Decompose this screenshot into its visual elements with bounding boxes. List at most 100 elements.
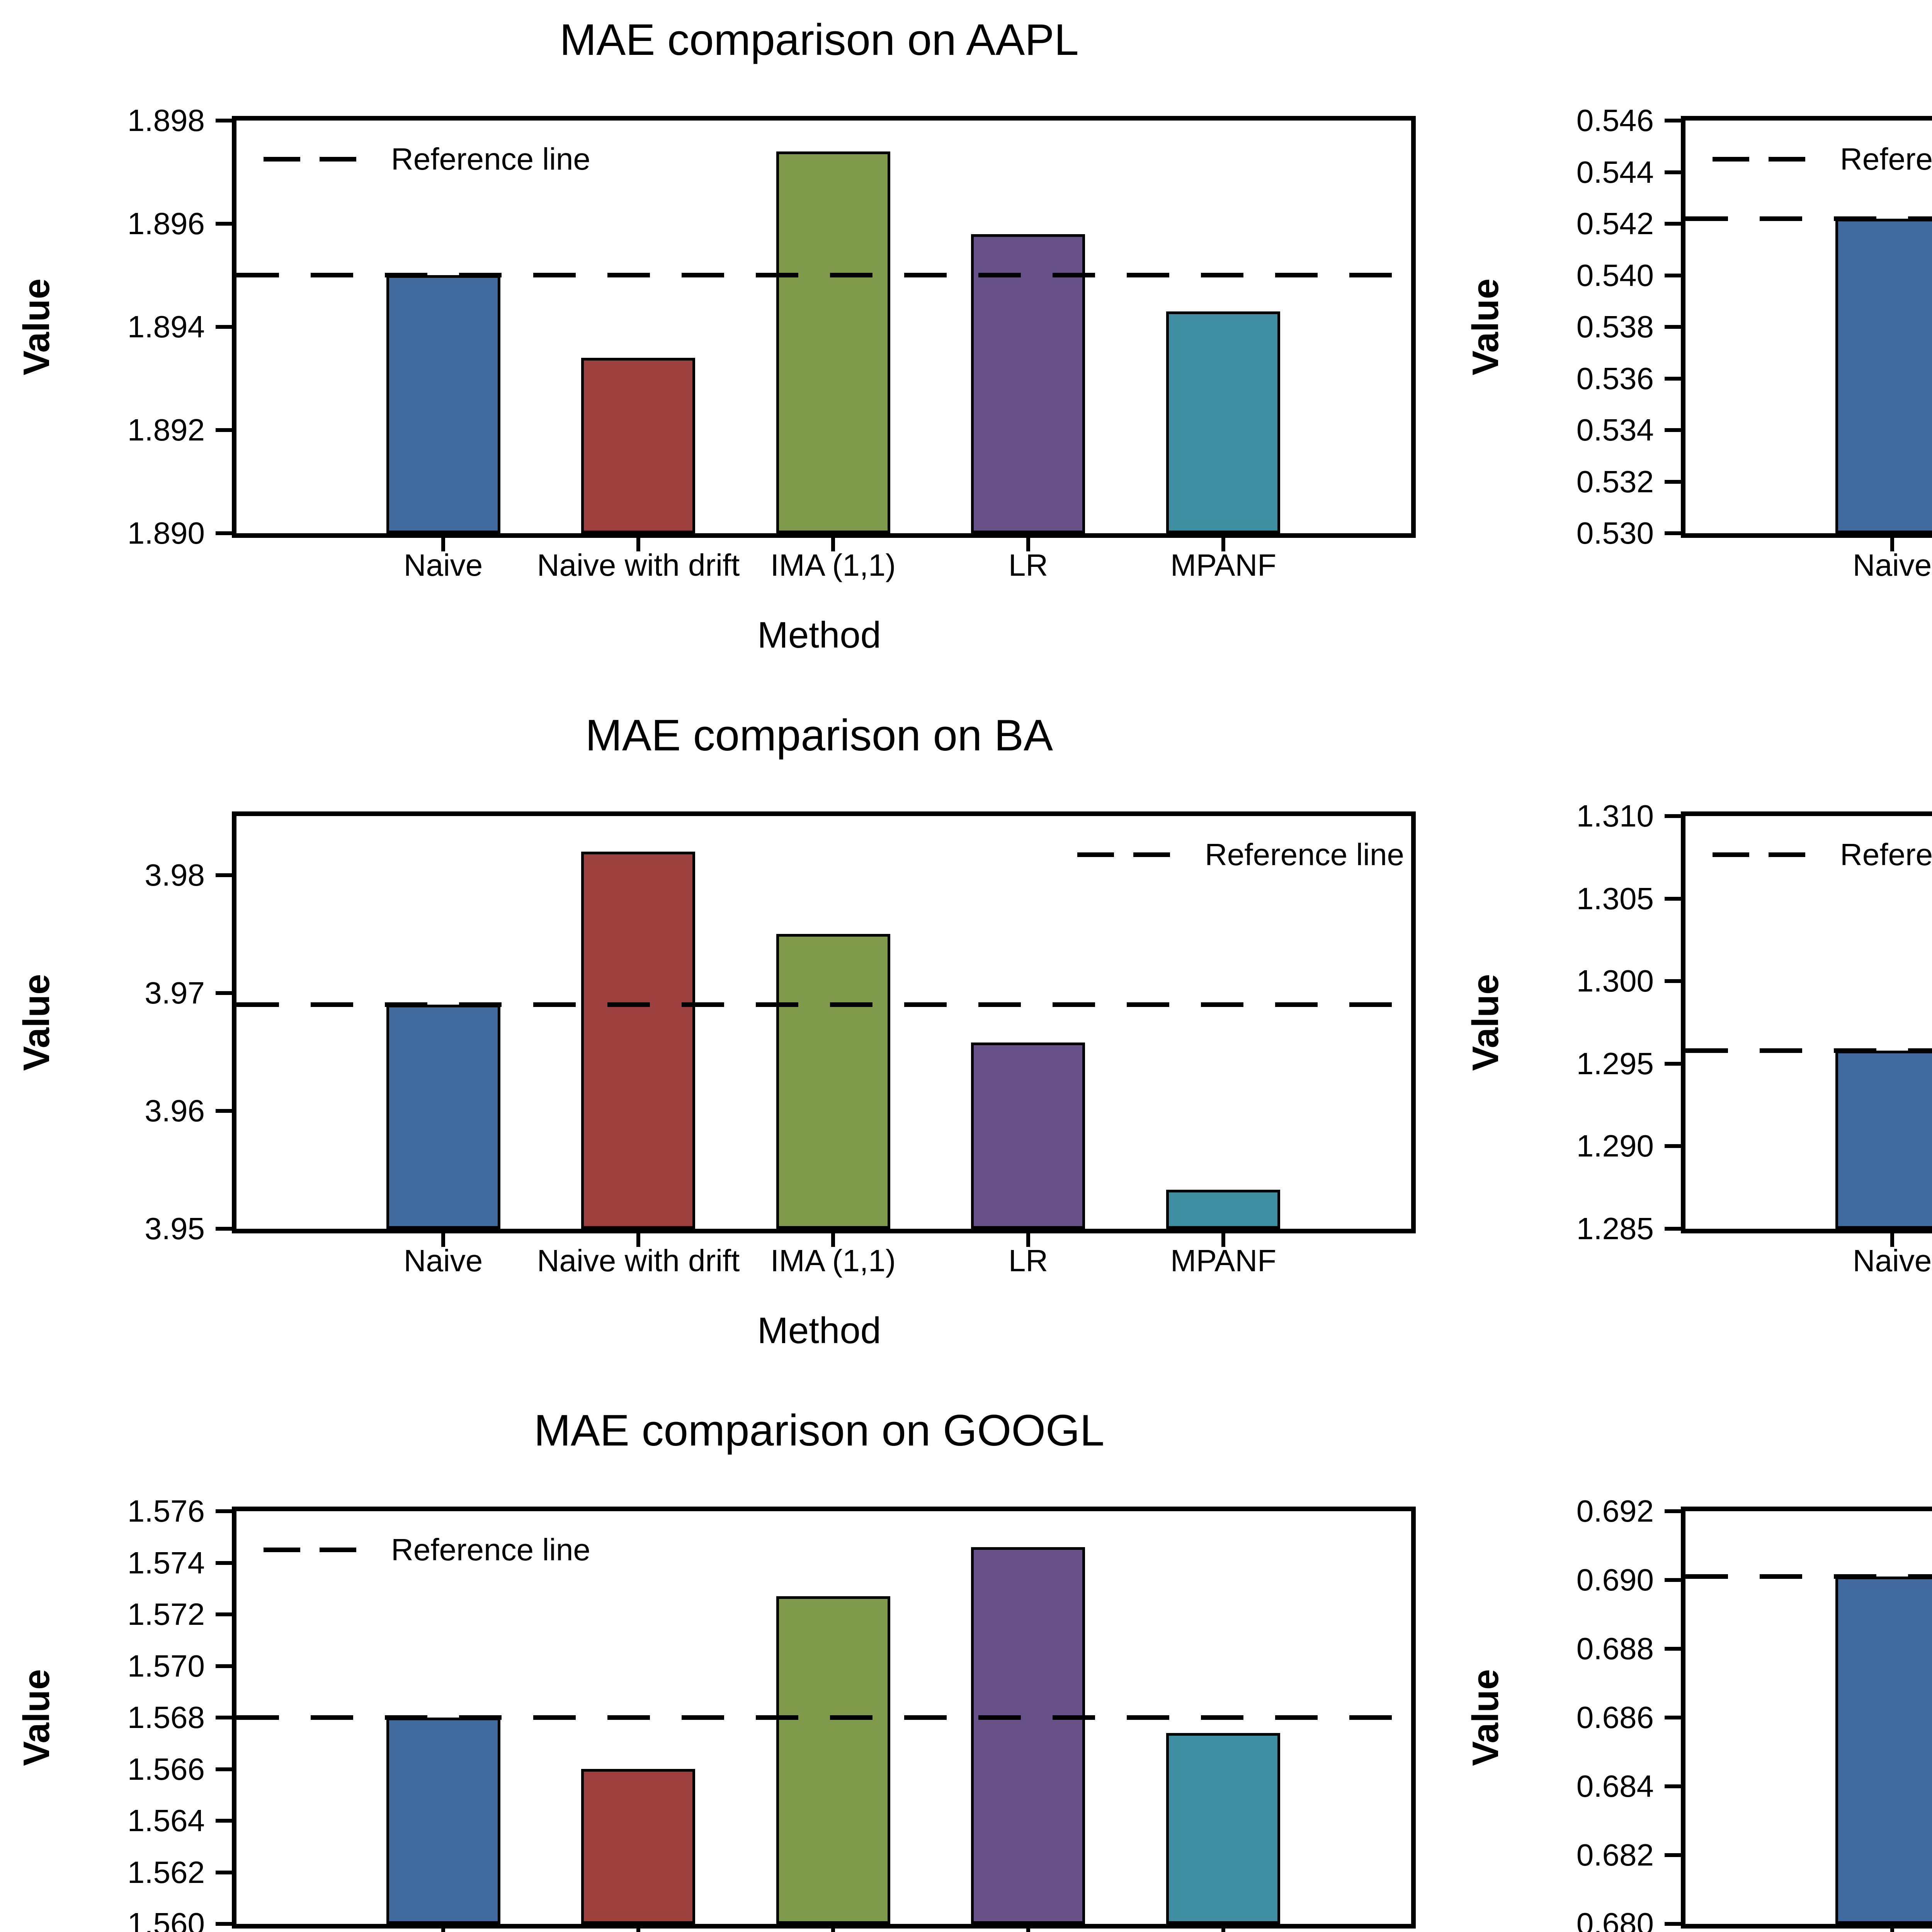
bar-naive-with-drift [581, 1769, 695, 1924]
x-tick-mark [1890, 538, 1894, 551]
y-axis-label: Value [16, 974, 57, 1071]
y-tick-label: 3.98 [145, 857, 205, 892]
y-axis-label: Value [1465, 974, 1506, 1071]
y-axis-label: Value [16, 278, 57, 376]
x-tick-mark [636, 1233, 640, 1247]
y-tick-mark [1665, 531, 1681, 535]
y-tick-label: 0.690 [1576, 1563, 1654, 1597]
x-tick-mark [636, 538, 640, 551]
y-tick-mark [216, 531, 232, 535]
y-tick-label: 1.890 [127, 516, 205, 550]
plot-area: Reference line [1681, 811, 1932, 1233]
bar-mpanf [1166, 311, 1280, 533]
y-tick-label: 0.542 [1576, 206, 1654, 241]
y-axis-label: Value [1465, 278, 1506, 376]
legend: Reference line [264, 1531, 590, 1569]
plot-area: Reference line [1681, 1507, 1932, 1929]
y-tick-mark [216, 119, 232, 122]
y-tick-label: 1.576 [127, 1494, 205, 1528]
chart-cell-slb: MAE comparison on SLB Value Method Refer… [1449, 1391, 1932, 1932]
y-tick-mark [216, 991, 232, 995]
x-tick-mark [1026, 1929, 1030, 1932]
x-tick-mark [1026, 1233, 1030, 1247]
y-tick-mark [216, 1109, 232, 1113]
reference-line-legend-sample [1713, 852, 1805, 857]
bar-lr [971, 1547, 1085, 1924]
y-tick-label: 0.692 [1576, 1494, 1654, 1528]
bar-lr [971, 234, 1085, 533]
y-tick-label: 3.96 [145, 1093, 205, 1128]
chart-title: MAE comparison on OIL [1681, 709, 1932, 763]
bar-naive-with-drift [581, 358, 695, 533]
legend-label: Reference line [391, 1532, 590, 1567]
chart-cell-hal: MAE comparison on HAL Value Method Refer… [1449, 0, 1932, 696]
reference-line [1685, 216, 1932, 221]
x-tick-mark [1221, 538, 1225, 551]
x-tick-mark [831, 1233, 835, 1247]
legend-label: Reference line [1840, 837, 1932, 872]
y-tick-mark [1665, 1853, 1681, 1857]
y-tick-mark [1665, 222, 1681, 226]
y-tick-mark [1665, 814, 1681, 818]
y-tick-label: 3.97 [145, 975, 205, 1010]
bar-mpanf [1166, 1189, 1280, 1229]
x-tick-label: IMA (1,1) [770, 1243, 896, 1278]
x-tick-mark [831, 538, 835, 551]
bar-naive [386, 275, 500, 533]
legend-label: Reference line [1205, 837, 1404, 872]
chart-title: MAE comparison on BA [585, 711, 1053, 760]
x-tick-label: LR [1008, 548, 1048, 582]
y-tick-label: 0.682 [1576, 1838, 1654, 1872]
chart-title: MAE comparison on GOOGL [534, 1406, 1105, 1455]
x-tick-label: LR [1008, 1243, 1048, 1278]
x-tick-label: MPANF [1170, 548, 1277, 582]
y-tick-mark [1665, 119, 1681, 122]
x-tick-label: Naive [1852, 1243, 1932, 1278]
y-tick-mark [216, 1612, 232, 1616]
y-tick-mark [1665, 1061, 1681, 1066]
y-tick-mark [216, 325, 232, 329]
y-tick-label: 1.295 [1576, 1046, 1654, 1081]
reference-line [236, 1715, 1411, 1720]
x-tick-mark [1026, 538, 1030, 551]
y-tick-mark [1665, 979, 1681, 983]
y-tick-label: 1.560 [127, 1906, 205, 1932]
y-tick-mark [1665, 1647, 1681, 1651]
y-tick-label: 1.562 [127, 1855, 205, 1889]
y-tick-label: 3.95 [145, 1211, 205, 1246]
y-tick-label: 1.300 [1576, 963, 1654, 998]
bar-naive [1835, 219, 1932, 533]
legend-label: Reference line [1840, 142, 1932, 176]
x-tick-mark [441, 1929, 445, 1932]
y-tick-label: 0.686 [1576, 1700, 1654, 1735]
bar-naive-with-drift [581, 851, 695, 1229]
y-tick-label: 1.566 [127, 1752, 205, 1786]
chart-cell-ba: MAE comparison on BA Value Method Refere… [0, 696, 1449, 1391]
y-tick-label: 1.568 [127, 1700, 205, 1735]
plot-area: Reference line [232, 1507, 1416, 1929]
x-tick-mark [441, 1233, 445, 1247]
x-tick-mark [1890, 1929, 1894, 1932]
y-tick-label: 1.290 [1576, 1128, 1654, 1163]
y-tick-label: 1.892 [127, 413, 205, 447]
y-tick-mark [1665, 1226, 1681, 1231]
y-tick-mark [216, 1716, 232, 1719]
y-tick-mark [1665, 1144, 1681, 1148]
y-tick-mark [216, 873, 232, 877]
y-tick-label: 0.540 [1576, 258, 1654, 293]
y-tick-label: 1.896 [127, 206, 205, 241]
bar-naive [386, 1718, 500, 1924]
x-axis-label: Method [1681, 615, 1932, 655]
y-tick-mark [1665, 325, 1681, 329]
y-tick-label: 1.285 [1576, 1211, 1654, 1246]
reference-line-legend-sample [1713, 157, 1805, 162]
y-tick-label: 1.572 [127, 1597, 205, 1631]
bar-ima-1-1 [776, 934, 890, 1229]
y-tick-mark [216, 1226, 232, 1231]
x-tick-mark [1890, 1233, 1894, 1247]
reference-line [236, 273, 1411, 277]
x-tick-label: Naive with drift [537, 548, 740, 582]
x-tick-label: Naive with drift [537, 1243, 740, 1278]
bar-ima-1-1 [776, 1596, 890, 1924]
